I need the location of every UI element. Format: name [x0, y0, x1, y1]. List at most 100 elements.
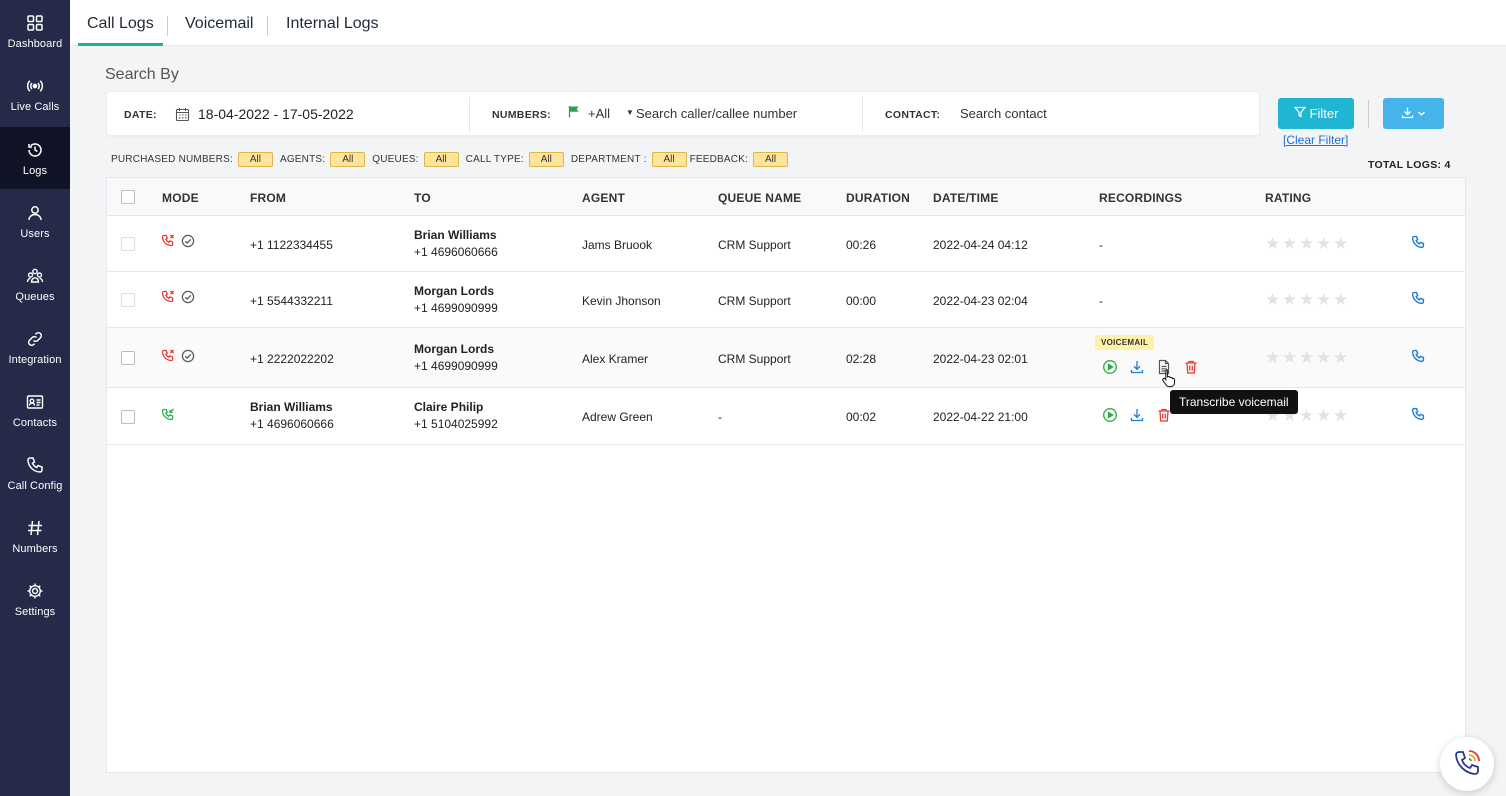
table-row[interactable]: +1 5544332211 Morgan Lords +1 4699090999… — [107, 272, 1465, 328]
sidebar-item-dashboard[interactable]: Dashboard — [0, 0, 70, 62]
numbers-dropdown[interactable]: +All — [588, 106, 611, 121]
sidebar-item-integration[interactable]: Integration — [0, 316, 70, 378]
star-icon[interactable]: ★ — [1333, 234, 1349, 253]
download-icon[interactable] — [1129, 407, 1145, 423]
call-icon[interactable] — [1411, 291, 1426, 309]
filter-button[interactable]: Filter — [1278, 98, 1354, 129]
tab-bar: Call Logs Voicemail Internal Logs — [70, 0, 1506, 46]
check-circle-icon — [181, 349, 195, 366]
column-header: FROM — [250, 191, 287, 205]
sidebar-item-queues[interactable]: Queues — [0, 253, 70, 315]
download-icon[interactable] — [1129, 359, 1145, 375]
play-icon[interactable] — [1102, 407, 1118, 423]
star-icon[interactable]: ★ — [1282, 234, 1298, 253]
star-icon[interactable]: ★ — [1282, 290, 1298, 309]
to-name: Morgan Lords — [414, 284, 494, 298]
star-icon[interactable]: ★ — [1333, 348, 1349, 367]
department-chip[interactable]: All — [651, 151, 687, 167]
tab-divider — [167, 16, 168, 36]
total-logs: TOTAL LOGS: 4 — [1368, 159, 1451, 171]
queues-chip[interactable]: All — [423, 151, 459, 167]
queues-label: QUEUES: — [372, 153, 419, 165]
table-row[interactable]: +1 1122334455 Brian Williams +1 46960606… — [107, 216, 1465, 272]
queue-name: CRM Support — [718, 238, 791, 252]
contact-search-input[interactable]: Search contact — [960, 106, 1047, 121]
table-row[interactable]: +1 2222022202 Morgan Lords +1 4699090999… — [107, 328, 1465, 388]
sidebar-item-label: Integration — [8, 353, 62, 366]
star-icon[interactable]: ★ — [1265, 290, 1281, 309]
star-icon[interactable]: ★ — [1316, 290, 1332, 309]
tab-voicemail[interactable]: Voicemail — [185, 15, 254, 32]
queue-name: CRM Support — [718, 352, 791, 366]
star-icon[interactable]: ★ — [1265, 234, 1281, 253]
call-type-chip[interactable]: All — [528, 151, 564, 167]
date-range-input[interactable]: 18-04-2022 - 17-05-2022 — [198, 106, 354, 122]
filter-button-label: Filter — [1309, 106, 1339, 121]
download-icon — [1401, 106, 1414, 122]
row-checkbox[interactable] — [121, 351, 135, 365]
tab-divider — [267, 16, 268, 36]
call-icon[interactable] — [1411, 235, 1426, 253]
to-name: Claire Philip — [414, 400, 484, 414]
phone-icon — [25, 455, 45, 475]
trash-icon[interactable] — [1183, 359, 1199, 375]
sidebar-item-settings[interactable]: Settings — [0, 568, 70, 630]
duration: 02:28 — [846, 352, 877, 366]
sidebar-item-contacts[interactable]: Contacts — [0, 379, 70, 441]
sidebar-item-numbers[interactable]: Numbers — [0, 505, 70, 567]
play-icon[interactable] — [1102, 359, 1118, 375]
sidebar-item-label: Dashboard — [7, 37, 63, 50]
star-icon[interactable]: ★ — [1316, 348, 1332, 367]
sidebar-item-logs[interactable]: Logs — [0, 127, 70, 189]
department-label: DEPARTMENT : — [570, 153, 647, 165]
queue-name: - — [718, 410, 722, 424]
star-icon[interactable]: ★ — [1299, 290, 1315, 309]
date-time: 2022-04-23 02:04 — [933, 294, 1028, 308]
row-checkbox[interactable] — [121, 410, 135, 424]
star-rating[interactable]: ★ ★ ★ ★ ★ — [1265, 348, 1349, 367]
star-icon[interactable]: ★ — [1265, 348, 1281, 367]
calendar-icon[interactable] — [175, 107, 190, 125]
agents-chip[interactable]: All — [330, 151, 366, 167]
check-circle-icon — [181, 290, 195, 307]
star-icon[interactable]: ★ — [1299, 348, 1315, 367]
star-icon[interactable]: ★ — [1333, 290, 1349, 309]
tooltip: Transcribe voicemail — [1170, 390, 1298, 414]
floating-phone-button[interactable] — [1440, 737, 1494, 791]
check-circle-icon — [181, 234, 195, 251]
from-number: +1 2222022202 — [250, 352, 334, 366]
grid-icon — [25, 13, 45, 33]
clear-filter-link[interactable]: [Clear Filter] — [1283, 133, 1349, 147]
gear-icon — [25, 581, 45, 601]
sidebar-item-call-config[interactable]: Call Config — [0, 442, 70, 504]
to-number: +1 4699090999 — [414, 301, 498, 315]
row-checkbox[interactable] — [121, 293, 135, 307]
star-rating[interactable]: ★ ★ ★ ★ ★ — [1265, 234, 1349, 253]
number-search-input[interactable]: Search caller/callee number — [636, 106, 798, 121]
group-icon — [25, 266, 45, 286]
sidebar-item-label: Settings — [14, 605, 56, 618]
sidebar-item-live-calls[interactable]: Live Calls — [0, 63, 70, 125]
transcribe-icon[interactable] — [1156, 359, 1172, 375]
tab-internal-logs[interactable]: Internal Logs — [286, 15, 379, 32]
agents-label: AGENTS: — [279, 153, 326, 165]
select-all-checkbox[interactable] — [121, 190, 135, 204]
star-icon[interactable]: ★ — [1299, 234, 1315, 253]
star-icon[interactable]: ★ — [1282, 348, 1298, 367]
feedback-chip[interactable]: All — [753, 151, 789, 167]
star-icon[interactable]: ★ — [1299, 406, 1315, 425]
star-icon[interactable]: ★ — [1316, 406, 1332, 425]
tab-call-logs[interactable]: Call Logs — [78, 0, 163, 46]
download-button[interactable] — [1383, 98, 1444, 129]
call-icon[interactable] — [1411, 349, 1426, 367]
purchased-numbers-chip[interactable]: All — [237, 151, 273, 167]
row-checkbox[interactable] — [121, 237, 135, 251]
star-rating[interactable]: ★ ★ ★ ★ ★ — [1265, 290, 1349, 309]
agent-name: Kevin Jhonson — [582, 294, 661, 308]
caret-down-icon[interactable]: ▼ — [626, 108, 634, 117]
trash-icon[interactable] — [1156, 407, 1172, 423]
call-icon[interactable] — [1411, 407, 1426, 425]
star-icon[interactable]: ★ — [1316, 234, 1332, 253]
star-icon[interactable]: ★ — [1333, 406, 1349, 425]
sidebar-item-users[interactable]: Users — [0, 190, 70, 252]
